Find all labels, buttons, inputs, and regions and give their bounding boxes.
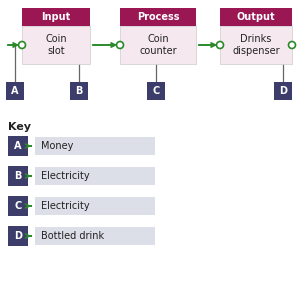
- FancyBboxPatch shape: [8, 136, 28, 156]
- Text: A: A: [11, 86, 19, 96]
- Circle shape: [19, 41, 26, 48]
- Text: Output: Output: [237, 12, 275, 22]
- Circle shape: [216, 41, 223, 48]
- FancyBboxPatch shape: [274, 82, 292, 100]
- Text: Money: Money: [41, 141, 73, 151]
- FancyBboxPatch shape: [35, 137, 155, 155]
- FancyBboxPatch shape: [35, 167, 155, 185]
- FancyBboxPatch shape: [6, 82, 24, 100]
- FancyBboxPatch shape: [35, 227, 155, 245]
- Text: Bottled drink: Bottled drink: [41, 231, 104, 241]
- Text: D: D: [14, 231, 22, 241]
- Text: Key: Key: [8, 122, 31, 132]
- FancyBboxPatch shape: [120, 26, 196, 64]
- FancyBboxPatch shape: [220, 26, 292, 64]
- Text: D: D: [279, 86, 287, 96]
- Text: Electricity: Electricity: [41, 201, 90, 211]
- FancyBboxPatch shape: [22, 8, 90, 26]
- FancyBboxPatch shape: [220, 8, 292, 26]
- Text: Input: Input: [41, 12, 71, 22]
- Text: Coin
counter: Coin counter: [139, 34, 177, 56]
- FancyBboxPatch shape: [35, 197, 155, 215]
- FancyBboxPatch shape: [8, 196, 28, 216]
- Circle shape: [288, 41, 295, 48]
- Text: C: C: [152, 86, 160, 96]
- Text: Electricity: Electricity: [41, 171, 90, 181]
- Text: B: B: [75, 86, 83, 96]
- Text: B: B: [14, 171, 22, 181]
- FancyBboxPatch shape: [147, 82, 165, 100]
- FancyBboxPatch shape: [8, 226, 28, 246]
- Circle shape: [116, 41, 123, 48]
- FancyBboxPatch shape: [22, 26, 90, 64]
- FancyBboxPatch shape: [8, 166, 28, 186]
- Text: C: C: [14, 201, 22, 211]
- Text: Process: Process: [137, 12, 179, 22]
- Text: Coin
slot: Coin slot: [45, 34, 67, 56]
- Text: Drinks
dispenser: Drinks dispenser: [232, 34, 280, 56]
- Text: A: A: [14, 141, 22, 151]
- FancyBboxPatch shape: [120, 8, 196, 26]
- FancyBboxPatch shape: [70, 82, 88, 100]
